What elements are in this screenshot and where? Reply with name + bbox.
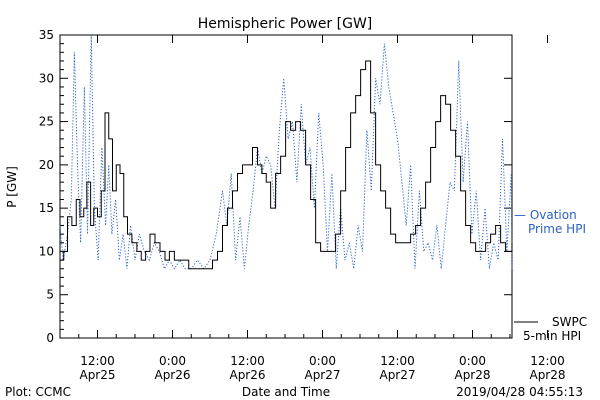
chart-title: Hemispheric Power [GW] bbox=[198, 16, 373, 32]
y-tick-label: 5 bbox=[46, 288, 54, 302]
y-tick-label: 25 bbox=[39, 115, 54, 129]
y-axis-ticks: 0 5 10 15 20 25 30 35 bbox=[39, 28, 512, 345]
plot-frame bbox=[59, 34, 513, 339]
x-axis-ticks: 12:00Apr250:00Apr2612:00Apr260:00Apr2712… bbox=[59, 35, 566, 382]
footer-plot-credit: Plot: CCMC bbox=[5, 385, 71, 399]
series-ovation-line bbox=[59, 34, 513, 271]
y-tick-label: 20 bbox=[39, 158, 54, 172]
x-tick-date-label: Apr27 bbox=[304, 368, 340, 382]
legend-swpc-line2: 5-min HPI bbox=[523, 329, 581, 343]
x-tick-date-label: Apr26 bbox=[154, 368, 190, 382]
y-tick-label: 0 bbox=[46, 331, 54, 345]
series-group bbox=[59, 34, 513, 271]
legend-swpc-line1: SWPC bbox=[552, 315, 587, 329]
x-tick-date-label: Apr26 bbox=[229, 368, 265, 382]
series-swpc-line bbox=[60, 60, 513, 270]
y-tick-label: 30 bbox=[39, 71, 54, 85]
legend-ovation-line2: Prime HPI bbox=[528, 222, 586, 236]
x-tick-date-label: Apr25 bbox=[79, 368, 115, 382]
y-tick-label: 35 bbox=[39, 28, 54, 42]
x-tick-time-label: 0:00 bbox=[459, 354, 486, 368]
y-tick-label: 15 bbox=[39, 201, 54, 215]
x-tick-time-label: 12:00 bbox=[80, 354, 115, 368]
x-tick-date-label: Apr28 bbox=[529, 368, 565, 382]
y-axis-label: P [GW] bbox=[5, 166, 19, 208]
x-tick-date-label: Apr28 bbox=[454, 368, 490, 382]
legend-ovation-line1: — Ovation bbox=[514, 208, 577, 222]
x-tick-time-label: 12:00 bbox=[530, 354, 565, 368]
x-tick-date-label: Apr27 bbox=[379, 368, 415, 382]
footer-timestamp: 2019/04/28 04:55:13 bbox=[456, 385, 583, 399]
x-tick-time-label: 0:00 bbox=[159, 354, 186, 368]
y-tick-label: 10 bbox=[39, 244, 54, 258]
x-tick-time-label: 12:00 bbox=[380, 354, 415, 368]
x-tick-time-label: 12:00 bbox=[230, 354, 265, 368]
x-axis-label: Date and Time bbox=[242, 385, 330, 399]
x-tick-time-label: 0:00 bbox=[309, 354, 336, 368]
